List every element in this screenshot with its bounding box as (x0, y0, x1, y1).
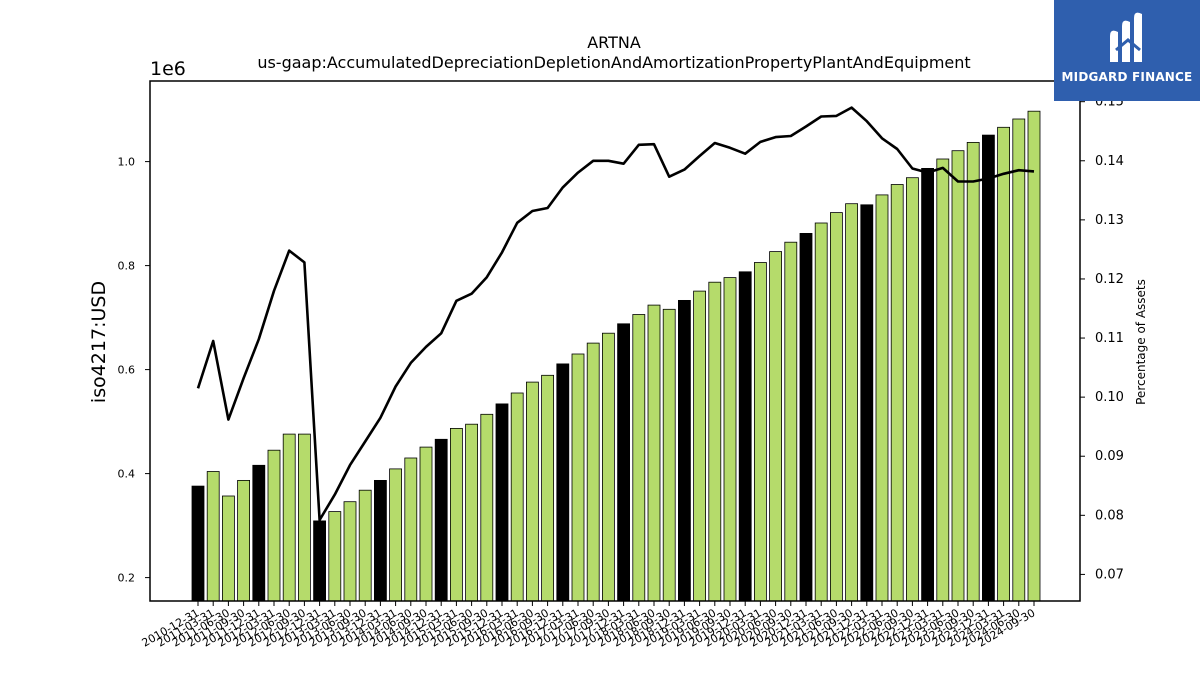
bar-2015-03-31 (449, 427, 463, 602)
y2-tick-label: 0.13 (1095, 213, 1124, 228)
bar-2010-12-31 (191, 485, 205, 602)
bar-2011-12-31 (252, 464, 266, 602)
bar-2016-06-30 (526, 381, 539, 602)
bar-2016-12-31 (556, 363, 570, 602)
y-tick-label: 0.4 (118, 468, 136, 481)
bar-2023-09-30 (966, 141, 980, 602)
bar-2021-06-30 (830, 212, 843, 602)
bar-2018-09-30 (662, 308, 676, 602)
bar-2014-09-30 (419, 446, 433, 602)
bar-2012-12-31 (313, 520, 327, 602)
y2-tick-label: 0.07 (1095, 567, 1124, 582)
bar-2011-06-30 (221, 495, 235, 602)
bar-2013-03-31 (328, 511, 342, 602)
bar-2016-03-31 (510, 392, 524, 602)
bar-2011-03-31 (206, 471, 220, 602)
brand-logo: MIDGARD FINANCE (1054, 0, 1200, 101)
y-axis-ticks: 0.2 0.4 0.6 0.8 1.0 (118, 156, 150, 585)
bar-2014-12-31 (434, 438, 448, 602)
bar-2018-12-31 (678, 299, 691, 602)
bars-group (191, 110, 1041, 602)
bar-2019-12-31 (738, 271, 752, 602)
bar-2015-09-30 (480, 413, 494, 602)
bar-2023-03-31 (936, 158, 950, 602)
bar-2018-03-31 (632, 314, 646, 602)
bar-2013-06-30 (343, 501, 357, 602)
line-group (196, 106, 1035, 522)
x-axis-ticks: 2010-12-312011-03-312011-06-302011-09-30… (140, 601, 1038, 650)
bar-2016-09-30 (541, 374, 554, 602)
bar-2011-09-30 (237, 479, 251, 602)
bar-2022-12-31 (921, 167, 934, 602)
bar-2022-03-31 (875, 194, 889, 602)
bar-2012-06-30 (282, 433, 296, 602)
bar-2014-03-31 (389, 468, 403, 602)
brand-logo-text: MIDGARD FINANCE (1061, 70, 1193, 84)
bar-2012-09-30 (297, 433, 311, 602)
bar-2019-09-30 (723, 277, 737, 602)
bar-2024-03-31 (997, 126, 1010, 602)
bar-2019-06-30 (708, 281, 722, 602)
bar-2020-03-31 (754, 262, 767, 602)
bar-2013-09-30 (358, 489, 372, 602)
y-tick-label: 1.0 (118, 156, 136, 169)
y2-tick-label: 0.09 (1095, 449, 1124, 464)
bar-2017-06-30 (586, 342, 600, 602)
y-tick-label: 0.6 (118, 364, 136, 377)
y2-axis-label: Percentage of Assets (1134, 279, 1148, 405)
y-tick-label: 0.2 (118, 572, 136, 585)
bar-2015-12-31 (495, 403, 509, 602)
y2-axis-ticks: 0.070.080.090.100.110.120.130.140.15 (1080, 95, 1124, 582)
bar-2020-06-30 (769, 251, 782, 602)
percentage-line (196, 106, 1035, 522)
y-offset-label: 1e6 (150, 58, 186, 80)
bar-2024-09-30 (1027, 110, 1041, 602)
bar-2017-09-30 (602, 332, 615, 602)
y2-tick-label: 0.11 (1095, 331, 1124, 346)
y2-tick-label: 0.14 (1095, 154, 1124, 169)
bar-2013-12-31 (373, 479, 387, 602)
bar-2021-12-31 (860, 204, 874, 602)
bar-2024-06-30 (1012, 118, 1026, 602)
plot-frame (149, 80, 1081, 602)
y-tick-label: 0.8 (118, 260, 136, 273)
y2-tick-label: 0.10 (1095, 390, 1124, 405)
bar-2023-06-30 (951, 150, 965, 602)
bar-2020-09-30 (784, 241, 798, 602)
bar-2020-12-31 (799, 232, 813, 602)
bar-2017-03-31 (571, 353, 585, 602)
bar-2022-06-30 (890, 184, 904, 602)
bar-2012-03-31 (267, 449, 281, 602)
bar-2014-06-30 (404, 457, 418, 602)
bar-2017-12-31 (617, 323, 630, 602)
bar-2022-09-30 (906, 177, 919, 602)
chart-title: ARTNA (587, 33, 641, 52)
chart-subtitle: us-gaap:AccumulatedDepreciationDepletion… (257, 53, 970, 72)
bar-2023-12-31 (982, 134, 995, 602)
bar-2021-09-30 (845, 203, 858, 602)
y2-tick-label: 0.12 (1095, 272, 1124, 287)
bar-2021-03-31 (814, 222, 828, 602)
bar-2018-06-30 (647, 304, 661, 602)
y2-tick-label: 0.08 (1095, 508, 1124, 523)
midgard-logo-icon (1110, 12, 1142, 63)
bar-2019-03-31 (693, 290, 706, 602)
bar-2015-06-30 (465, 423, 479, 602)
y-axis-label: iso4217:USD (88, 281, 110, 403)
